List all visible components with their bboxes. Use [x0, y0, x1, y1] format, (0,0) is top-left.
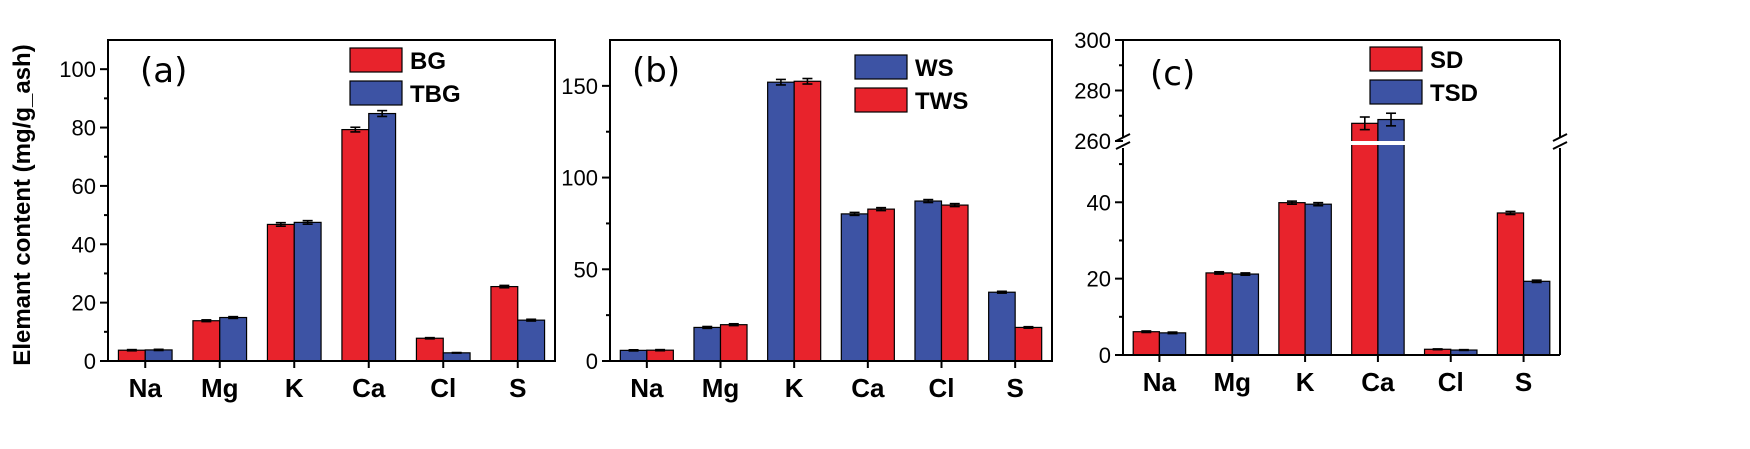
x-tick-label-cl: Cl — [430, 373, 456, 403]
y-tick-label: 20 — [72, 291, 96, 316]
bar-tbg-na — [144, 349, 173, 362]
legend-label-ws: WS — [915, 55, 954, 82]
y-tick-label: 280 — [1074, 79, 1111, 104]
axis-break-mark — [1115, 133, 1131, 142]
x-tick-label-mg: Mg — [1213, 367, 1251, 397]
legend-swatch-ws — [854, 54, 908, 80]
panel-label: (a) — [140, 51, 187, 91]
bar-tsd-k — [1304, 203, 1332, 356]
x-tick-label-k: K — [785, 373, 804, 403]
bar-tws-na — [646, 349, 674, 362]
bar-ws-mg — [693, 326, 722, 362]
bar-tbg-k — [293, 221, 322, 362]
bar-ws-na — [619, 349, 648, 362]
panel-label: (c) — [1150, 54, 1195, 94]
y-tick-label: 20 — [1087, 267, 1111, 292]
bar-sd-s — [1496, 212, 1525, 356]
y-tick-label: 0 — [1099, 343, 1111, 368]
x-tick-label-ca: Ca — [1361, 367, 1395, 397]
bar-tbg-s — [517, 319, 546, 362]
bar-tws-cl — [940, 204, 969, 362]
x-tick-label-na: Na — [1143, 367, 1177, 397]
y-tick-label: 40 — [72, 232, 96, 257]
bar-bg-cl — [415, 337, 444, 362]
y-tick-label: 260 — [1074, 129, 1111, 154]
bar-tsd-ca — [1377, 118, 1405, 356]
x-tick-label-ca: Ca — [352, 373, 386, 403]
bar-ws-cl — [914, 200, 943, 362]
bar-ws-ca — [840, 213, 869, 362]
bar-sd-ca — [1351, 122, 1379, 356]
chart-panel-c: 0 20 40 260 280 300 Na Mg K Ca Cl S (c) SD TSD — [1074, 28, 1568, 397]
bar-ws-s — [988, 291, 1016, 362]
x-tick-label-s: S — [1006, 373, 1023, 403]
axis-break-mark — [1552, 133, 1568, 142]
x-tick-label-mg: Mg — [702, 373, 740, 403]
bar-sd-na — [1132, 331, 1161, 356]
bar-tws-ca — [867, 208, 895, 362]
bar-bg-na — [117, 349, 146, 362]
plot-frame — [609, 39, 1053, 362]
y-tick-label: 100 — [59, 57, 96, 82]
x-tick-label-ca: Ca — [851, 373, 885, 403]
x-tick-label-cl: Cl — [929, 373, 955, 403]
y-tick-label: 40 — [1087, 190, 1111, 215]
y-tick-label: 0 — [84, 349, 96, 374]
bar-tsd-mg — [1231, 273, 1260, 356]
plot-frame — [107, 39, 556, 362]
legend-label-tws: TWS — [915, 88, 968, 115]
legend-swatch-tws — [854, 87, 908, 113]
axis-break-mark — [1552, 141, 1568, 150]
bar-tsd-s — [1522, 280, 1551, 356]
x-tick-label-k: K — [1296, 367, 1315, 397]
chart-panel-a: 0 20 40 60 80 100 Na Mg K Ca Cl S (a) BG TBG — [59, 39, 556, 403]
legend-swatch-bg — [349, 47, 403, 73]
x-tick-label-na: Na — [630, 373, 664, 403]
axis-break-gap — [1124, 141, 1559, 145]
legend-label-bg: BG — [410, 48, 446, 75]
bar-bg-ca — [341, 128, 370, 362]
x-tick-label-na: Na — [129, 373, 163, 403]
bar-tbg-mg — [219, 316, 248, 362]
bar-ws-k — [767, 81, 795, 362]
bar-sd-mg — [1205, 272, 1233, 356]
x-tick-label-cl: Cl — [1438, 367, 1464, 397]
bar-tsd-na — [1158, 332, 1187, 356]
y-tick-label: 60 — [72, 174, 96, 199]
y-tick-label: 0 — [586, 349, 598, 374]
y-tick-label: 50 — [574, 257, 598, 282]
legend-swatch-sd — [1369, 46, 1423, 72]
panel-label: (b) — [632, 51, 680, 91]
bar-sd-k — [1278, 202, 1306, 356]
legend-label-tsd: TSD — [1430, 80, 1478, 107]
x-tick-label-mg: Mg — [201, 373, 239, 403]
bar-tws-k — [793, 80, 822, 362]
y-tick-label: 150 — [561, 74, 598, 99]
bar-tws-mg — [719, 324, 748, 362]
legend-label-tbg: TBG — [410, 81, 461, 108]
y-tick-label: 100 — [561, 166, 598, 191]
bar-tbg-ca — [368, 112, 397, 362]
x-tick-label-s: S — [1515, 367, 1532, 397]
chart-panel-b: 0 50 100 150 Na Mg K Ca Cl S (b) WS TWS — [561, 39, 1053, 403]
bar-bg-mg — [192, 320, 221, 362]
axis-break-mark — [1115, 141, 1131, 150]
y-tick-label: 80 — [72, 116, 96, 141]
bar-tbg-cl — [442, 352, 471, 362]
x-tick-label-s: S — [509, 373, 526, 403]
legend-label-sd: SD — [1430, 47, 1463, 74]
y-axis-label: Elemant content (mg/g_ash) — [9, 44, 36, 365]
bar-bg-s — [490, 285, 519, 362]
legend-swatch-tsd — [1369, 79, 1423, 105]
bar-tws-s — [1014, 326, 1043, 362]
bar-bg-k — [266, 223, 295, 362]
x-tick-label-k: K — [285, 373, 304, 403]
y-tick-label: 300 — [1074, 28, 1111, 53]
legend-swatch-tbg — [349, 80, 403, 106]
